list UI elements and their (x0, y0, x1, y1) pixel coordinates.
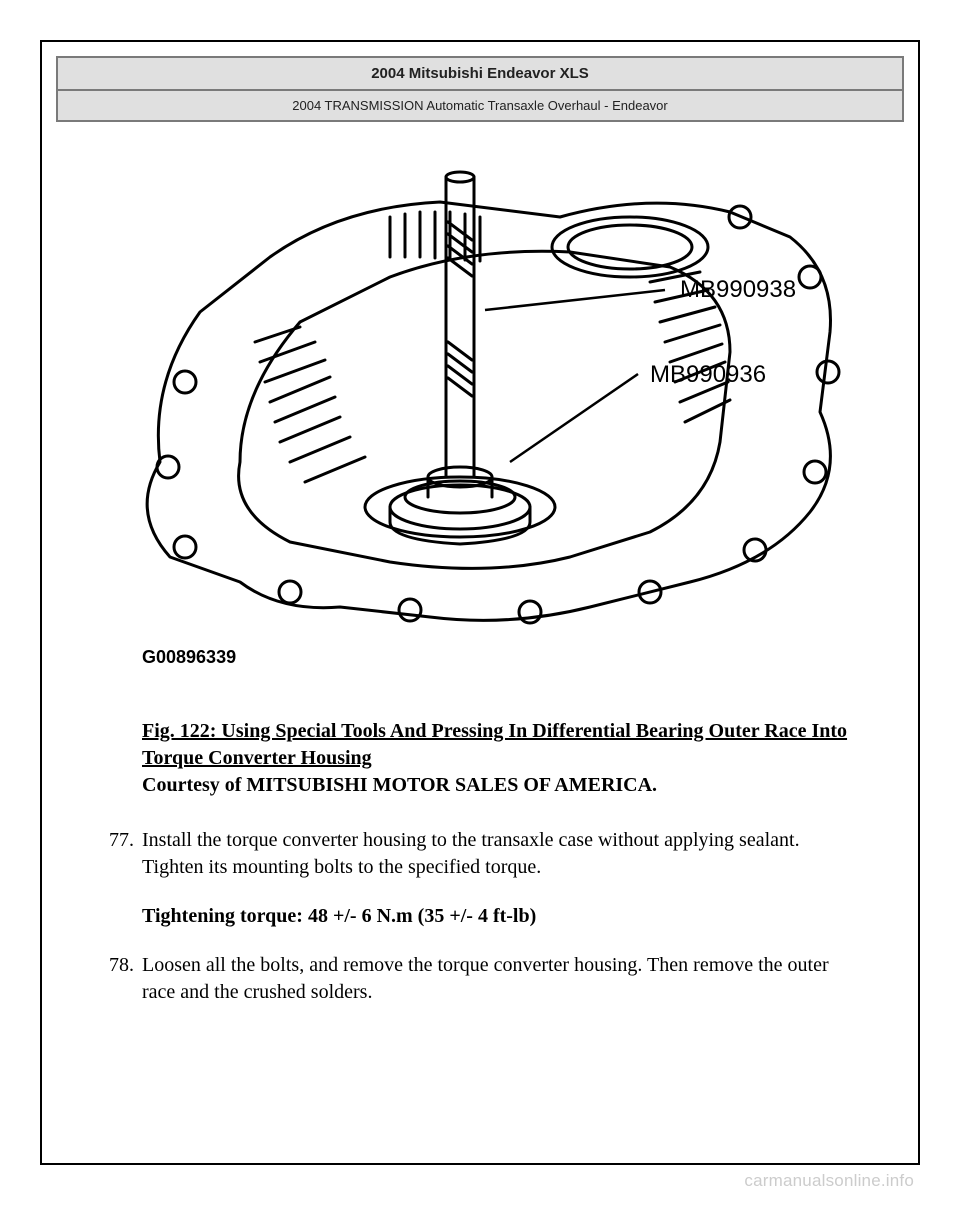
figure-container: MB990938 MB990936 G00896339 (82, 162, 878, 668)
step-body: Loosen all the bolts, and remove the tor… (142, 952, 848, 1006)
figure-diagram: MB990938 MB990936 (90, 162, 870, 632)
step-item: 77. Install the torque converter housing… (102, 827, 848, 930)
header-subtitle: 2004 TRANSMISSION Automatic Transaxle Ov… (58, 91, 902, 120)
step-body: Install the torque converter housing to … (142, 827, 848, 930)
watermark: carmanualsonline.info (744, 1171, 914, 1191)
step-text: Install the torque converter housing to … (142, 829, 800, 878)
step-text: Loosen all the bolts, and remove the tor… (142, 954, 829, 1003)
step-number: 77. (102, 827, 142, 930)
figure-id-label: G00896339 (142, 647, 878, 668)
caption-title: Fig. 122: Using Special Tools And Pressi… (142, 720, 847, 769)
step-number: 78. (102, 952, 142, 1006)
header-box: 2004 Mitsubishi Endeavor XLS 2004 TRANSM… (56, 56, 904, 122)
step-item: 78. Loosen all the bolts, and remove the… (102, 952, 848, 1006)
header-title: 2004 Mitsubishi Endeavor XLS (58, 58, 902, 91)
page-frame: 2004 Mitsubishi Endeavor XLS 2004 TRANSM… (40, 40, 920, 1165)
figure-caption: Fig. 122: Using Special Tools And Pressi… (142, 718, 848, 799)
figure-callout-1: MB990938 (680, 276, 796, 303)
step-list: 77. Install the torque converter housing… (102, 827, 848, 1006)
figure-callout-2: MB990936 (650, 361, 766, 388)
step-torque: Tightening torque: 48 +/- 6 N.m (35 +/- … (142, 903, 848, 930)
caption-courtesy: Courtesy of MITSUBISHI MOTOR SALES OF AM… (142, 774, 657, 796)
